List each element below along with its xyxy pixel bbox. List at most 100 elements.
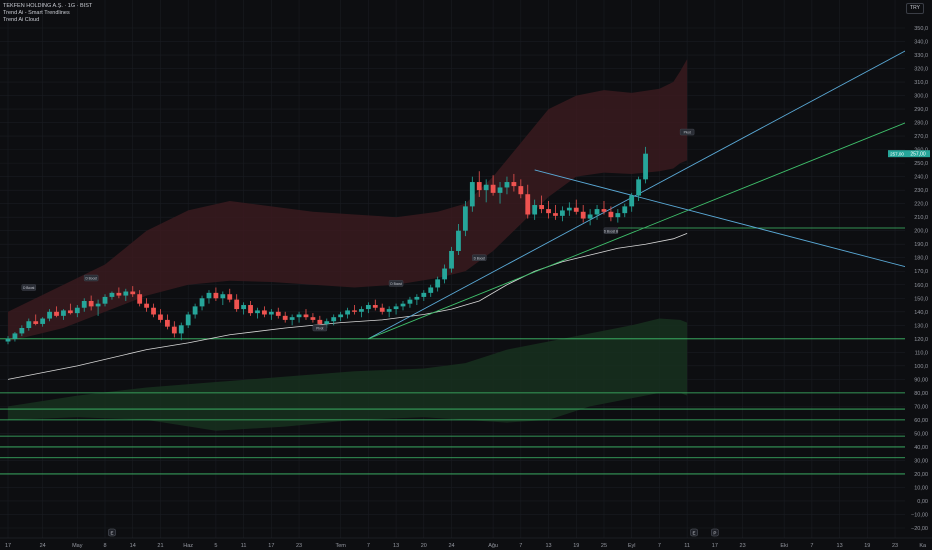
time-tick-label: Ka (919, 543, 927, 549)
chart-legend: TEKFEN HOLDING A.Ş. · 1G · BIST Trend Ai… (3, 3, 92, 24)
candle-body (275, 311, 281, 316)
candle-body (171, 326, 177, 334)
candle-body (587, 214, 593, 219)
candle-body (400, 303, 406, 307)
candle-body (435, 279, 441, 288)
cloud-red-band (8, 59, 688, 342)
indicator-trend-ai-cloud[interactable]: Trend Ai Cloud (3, 17, 40, 23)
candle-body (137, 294, 143, 304)
event-marker (711, 528, 719, 537)
candle-body (206, 292, 212, 299)
price-tick-label: 280,0 (914, 121, 928, 127)
signal-label-text: D Boost (85, 277, 96, 281)
candle-body (303, 314, 309, 318)
candle-body (40, 318, 46, 324)
price-tick-label: 0,00 (917, 499, 928, 505)
candle-body (566, 207, 572, 211)
candle-body (497, 187, 503, 193)
price-tick-label: 20,00 (914, 472, 928, 478)
price-tick-label: 170,0 (914, 269, 928, 275)
candle-body (185, 314, 191, 326)
price-axis-background (905, 0, 932, 538)
candle-body (255, 310, 260, 314)
candle-body (573, 207, 579, 212)
indicator-trend-ai-smart-trendlines[interactable]: Trend Ai - Smart Trendlines (3, 10, 70, 16)
candle-body (213, 292, 219, 299)
time-tick-label: 11 (241, 543, 247, 549)
candle-body (456, 230, 461, 251)
price-tick-label: 330,0 (914, 53, 928, 59)
time-tick-label: 23 (740, 543, 746, 549)
candle-body (407, 299, 413, 304)
cloud-green-band (8, 318, 688, 431)
candle-body (54, 311, 59, 316)
price-tick-label: 150,0 (914, 296, 928, 302)
signal-label-box (603, 227, 619, 234)
time-tick-label: 11 (684, 543, 690, 549)
time-tick-label: 8 (103, 543, 106, 549)
time-tick-label: 19 (864, 543, 870, 549)
candle-body (88, 300, 94, 307)
price-tick-label: 240,0 (914, 175, 928, 181)
candle-body (234, 299, 240, 310)
price-tick-label: 50,00 (914, 431, 928, 437)
trendline-2 (534, 169, 923, 272)
price-tick-label: 210,0 (914, 215, 928, 221)
candle-body (608, 211, 614, 218)
time-tick-label: 24 (448, 543, 454, 549)
price-tick-label: 270,0 (914, 134, 928, 140)
time-tick-label: 13 (545, 543, 551, 549)
candle-body (372, 305, 378, 308)
candle-body (248, 305, 253, 314)
time-tick-label: 23 (296, 543, 302, 549)
candle-body (116, 292, 122, 296)
candle-body (518, 186, 524, 195)
currency-button[interactable]: TRY (906, 3, 924, 14)
time-tick-label: Eyl (628, 543, 636, 549)
candle-body (622, 206, 628, 214)
candle-body (428, 287, 434, 293)
price-tick-label: −10,00 (911, 512, 928, 518)
price-tick-label: 320,0 (914, 67, 928, 73)
event-marker-label: E (693, 530, 696, 535)
price-tick-label: 230,0 (914, 188, 928, 194)
price-tick-label: 30,00 (914, 458, 928, 464)
event-marker (108, 528, 116, 537)
candle-body (95, 303, 101, 307)
candle-body (331, 317, 337, 322)
price-tick-label: 340,0 (914, 40, 928, 46)
price-tick-label: 70,00 (914, 404, 928, 410)
candle-body (352, 310, 357, 312)
time-tick-label: 23 (892, 543, 898, 549)
candle-body (442, 268, 447, 280)
symbol-title[interactable]: TEKFEN HOLDING A.Ş. · 1G · BIST (3, 3, 93, 9)
candle-body (594, 209, 600, 215)
candle-body (504, 182, 510, 188)
candle-body (227, 294, 233, 300)
candle-body (220, 294, 226, 299)
candle-body (421, 292, 427, 297)
last-price-label: 257,00 (890, 151, 904, 156)
candle-body (164, 319, 170, 327)
candle-body (393, 306, 399, 310)
price-tick-label: 100,0 (914, 364, 928, 370)
last-price-axis-label: 257,00 (910, 151, 926, 157)
price-tick-label: 190,0 (914, 242, 928, 248)
signal-label-text: D Boost (23, 286, 34, 290)
time-tick-label: 7 (519, 543, 522, 549)
candle-body (490, 184, 496, 193)
candle-body (268, 311, 274, 315)
time-tick-label: Ağu (488, 543, 498, 549)
time-tick-label: 17 (268, 543, 274, 549)
candle-body (109, 292, 115, 297)
candle-body (386, 309, 392, 312)
candle-body (643, 153, 648, 180)
time-tick-label: 24 (40, 543, 46, 549)
candle-body (5, 338, 11, 342)
candle-body (379, 307, 385, 312)
time-tick-label: 17 (712, 543, 718, 549)
event-marker (690, 528, 698, 537)
price-tick-label: 220,0 (914, 202, 928, 208)
